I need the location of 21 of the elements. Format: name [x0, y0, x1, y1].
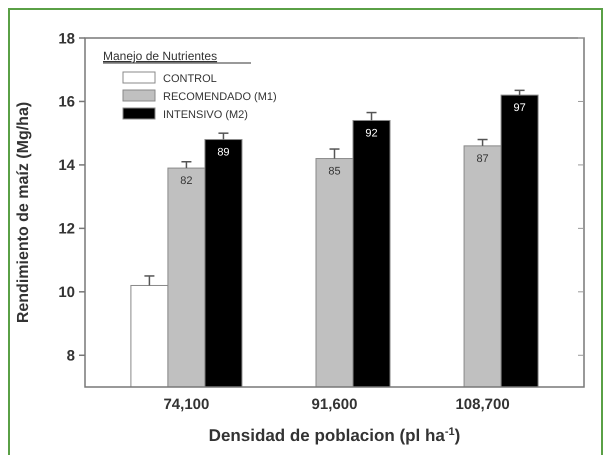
- legend-label: INTENSIVO (M2): [163, 109, 248, 121]
- x-tick-label: 91,600: [312, 396, 358, 413]
- x-tick-label: 108,700: [455, 396, 510, 413]
- y-tick-label: 18: [58, 30, 75, 48]
- x-tick-label: 74,100: [163, 396, 210, 413]
- y-axis-title: Rendimiento de maíz (Mg/ha): [15, 102, 32, 324]
- annotation: 85: [328, 166, 341, 178]
- annotation: 87: [476, 152, 489, 165]
- y-tick-label: 8: [66, 348, 75, 365]
- y-tick-label: 10: [58, 284, 75, 302]
- y-tick-label: 12: [58, 220, 75, 238]
- annotation: 89: [217, 146, 230, 159]
- y-tick-label: 14: [58, 157, 76, 174]
- legend-title: Manejo de Nutrientes: [103, 49, 218, 63]
- annotation: 82: [180, 175, 193, 188]
- x-axis-title: Densidad de poblacion (pl ha$^{-1}$): [208, 426, 460, 445]
- annotation: 92: [365, 127, 378, 140]
- legend-label: RECOMENDADO (M1): [163, 91, 277, 103]
- y-tick-label: 16: [58, 94, 75, 111]
- legend-label: CONTROL: [163, 73, 217, 85]
- annotation: 97: [513, 102, 526, 114]
